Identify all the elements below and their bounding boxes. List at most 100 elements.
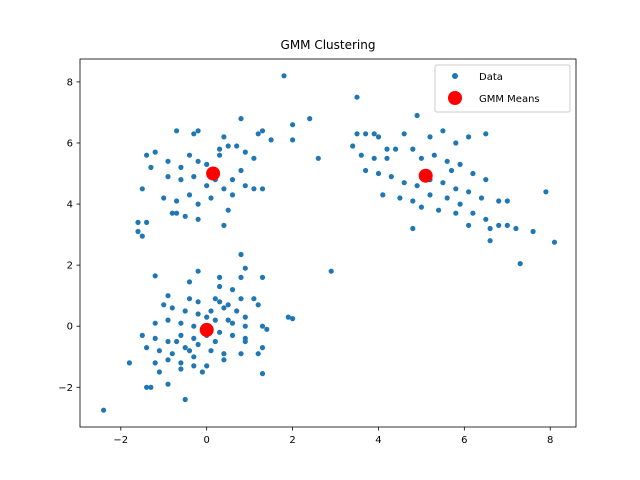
data-point-25 <box>251 186 257 192</box>
data-point-4 <box>221 134 227 140</box>
data-point-109 <box>551 239 558 245</box>
data-point-17 <box>204 161 210 167</box>
data-point-151 <box>259 323 266 329</box>
data-point-163 <box>156 348 162 354</box>
x-tick-label-4: 6 <box>461 435 467 446</box>
data-point-60 <box>401 131 407 137</box>
data-point-119 <box>259 274 266 280</box>
data-point-102 <box>453 210 459 216</box>
data-point-165 <box>182 345 188 351</box>
data-point-91 <box>397 195 403 201</box>
data-point-67 <box>350 143 356 149</box>
data-point-82 <box>401 180 407 186</box>
data-point-147 <box>212 317 218 323</box>
data-point-129 <box>212 296 218 302</box>
legend-marker-data <box>452 73 458 79</box>
data-point-141 <box>285 314 291 320</box>
data-point-120 <box>217 274 223 280</box>
data-point-46 <box>135 228 141 235</box>
data-point-112 <box>410 225 416 232</box>
data-point-142 <box>290 316 296 322</box>
data-point-2 <box>174 128 180 134</box>
data-point-185 <box>182 396 188 403</box>
data-point-159 <box>229 332 236 338</box>
axes-layer: −2 0 2 4 6 8 −2 0 2 4 6 8 <box>58 58 577 446</box>
data-point-181 <box>259 371 266 377</box>
data-point-94 <box>444 195 450 201</box>
data-point-7 <box>268 137 274 143</box>
y-tick-label-4: 6 <box>67 138 73 149</box>
data-point-70 <box>384 155 390 161</box>
data-point-190 <box>212 338 218 345</box>
data-point-90 <box>380 192 386 198</box>
data-point-162 <box>144 345 150 351</box>
data-point-154 <box>165 338 171 345</box>
data-point-105 <box>504 222 510 228</box>
data-point-138 <box>221 305 227 311</box>
data-point-43 <box>195 216 201 222</box>
data-point-62 <box>427 134 433 140</box>
data-point-137 <box>208 308 214 314</box>
data-point-41 <box>174 210 180 216</box>
data-point-73 <box>418 155 424 161</box>
data-point-19 <box>234 143 240 149</box>
data-point-85 <box>440 180 446 186</box>
data-point-125 <box>229 287 236 293</box>
data-point-189 <box>174 338 180 345</box>
data-point-166 <box>195 341 201 348</box>
data-point-34 <box>139 186 145 192</box>
data-point-51 <box>290 122 296 128</box>
data-point-54 <box>315 155 321 161</box>
x-tick-label-5: 8 <box>547 435 553 446</box>
data-point-10 <box>144 152 150 158</box>
data-point-99 <box>504 198 510 204</box>
data-point-156 <box>191 335 197 341</box>
y-tick-label-2: 2 <box>67 261 73 272</box>
data-point-167 <box>208 348 214 354</box>
data-point-155 <box>178 332 184 338</box>
data-point-131 <box>238 296 244 302</box>
data-point-143 <box>152 320 158 326</box>
data-point-42 <box>182 213 188 219</box>
data-point-180 <box>191 363 197 369</box>
data-point-58 <box>371 131 377 137</box>
data-point-3 <box>191 131 197 137</box>
legend-label-gmm-means: GMM Means <box>479 94 540 105</box>
data-point-121 <box>195 268 201 274</box>
data-point-174 <box>204 363 210 369</box>
data-point-145 <box>178 320 184 326</box>
data-point-50 <box>281 73 287 79</box>
data-point-95 <box>457 201 463 207</box>
data-point-101 <box>436 207 442 213</box>
data-point-5 <box>255 131 261 137</box>
data-point-186 <box>101 407 107 413</box>
data-point-104 <box>487 225 493 232</box>
gmm-mean-point-0 <box>206 166 221 181</box>
data-point-193 <box>217 299 223 305</box>
data-point-81 <box>388 174 394 180</box>
gmm-mean-point-1 <box>418 168 433 183</box>
data-point-15 <box>186 152 193 158</box>
points-layer <box>101 73 558 413</box>
data-point-92 <box>410 198 416 204</box>
data-point-48 <box>221 222 227 228</box>
data-point-88 <box>478 195 485 201</box>
data-point-140 <box>242 314 248 320</box>
data-point-127 <box>186 296 193 302</box>
data-point-80 <box>375 170 382 177</box>
x-tick-label-0: −2 <box>113 435 128 446</box>
data-point-69 <box>371 155 377 161</box>
data-point-177 <box>255 351 261 357</box>
data-point-59 <box>375 134 382 140</box>
data-point-130 <box>225 302 231 308</box>
data-point-21 <box>251 155 257 161</box>
data-point-128 <box>195 299 201 305</box>
data-point-98 <box>496 222 502 228</box>
data-point-153 <box>152 335 158 341</box>
data-point-76 <box>457 161 463 167</box>
y-tick-label-5: 8 <box>67 77 73 88</box>
x-tick-label-2: 2 <box>289 435 295 446</box>
data-point-188 <box>242 338 248 345</box>
data-point-38 <box>195 201 201 207</box>
